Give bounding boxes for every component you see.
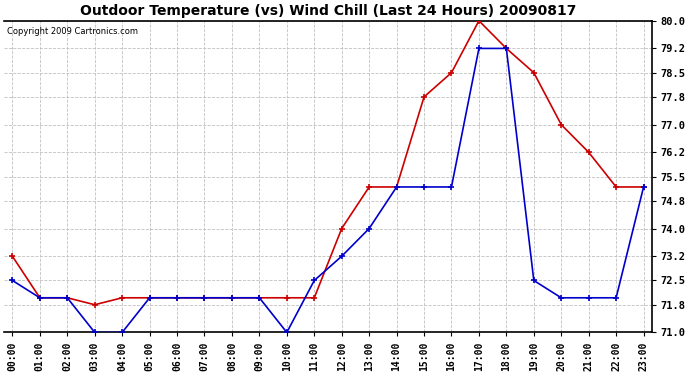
Title: Outdoor Temperature (vs) Wind Chill (Last 24 Hours) 20090817: Outdoor Temperature (vs) Wind Chill (Las… (80, 4, 576, 18)
Text: Copyright 2009 Cartronics.com: Copyright 2009 Cartronics.com (8, 27, 139, 36)
